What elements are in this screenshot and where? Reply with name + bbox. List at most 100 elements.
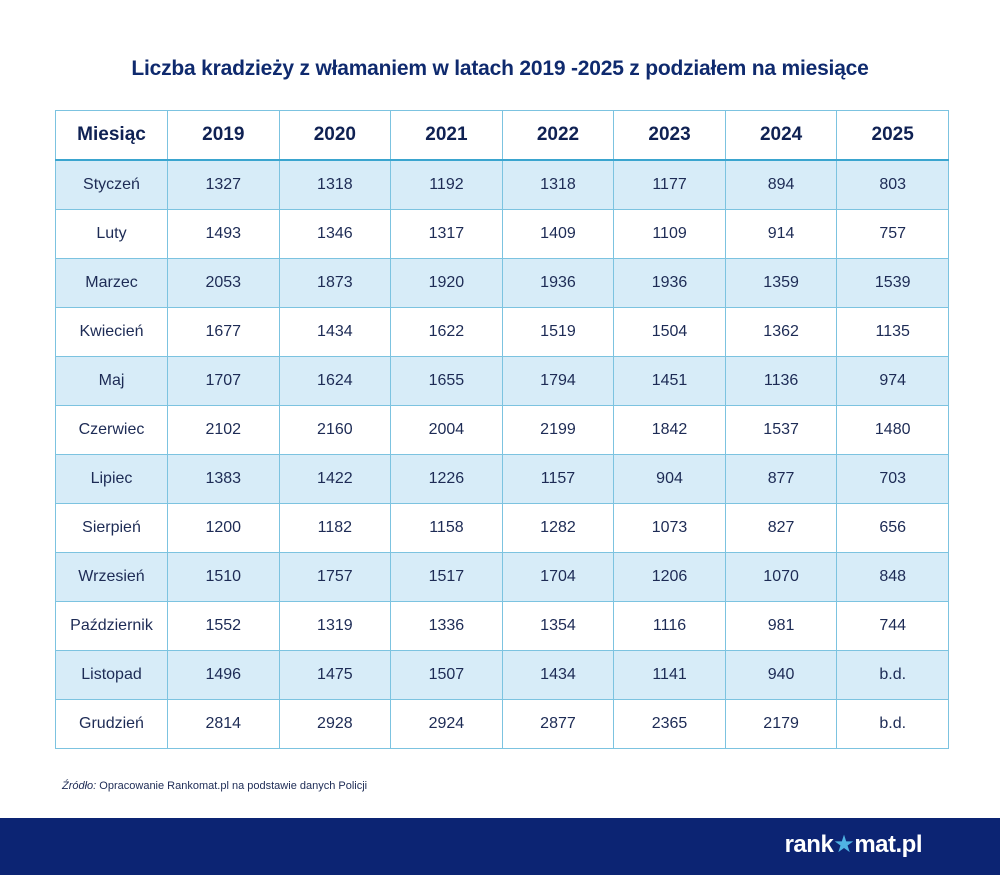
value-cell: 1327 <box>167 159 280 210</box>
value-cell: 894 <box>724 159 838 210</box>
value-cell: 1336 <box>390 601 503 651</box>
value-cell: 1200 <box>167 503 280 553</box>
value-cell: 1622 <box>390 307 503 357</box>
month-cell: Grudzień <box>55 699 168 749</box>
table-row: Wrzesień 1510 1757 1517 1704 1206 1070 848 <box>55 552 949 602</box>
value-cell: 1434 <box>501 650 615 700</box>
value-cell: 1346 <box>278 209 392 259</box>
value-cell: 1177 <box>613 159 726 210</box>
value-cell: 974 <box>836 356 949 406</box>
table-row: Listopad 1496 1475 1507 1434 1141 940 b.d. <box>55 650 949 700</box>
value-cell: 1282 <box>501 503 615 553</box>
value-cell: 1434 <box>278 307 392 357</box>
value-cell: 1182 <box>278 503 392 553</box>
value-cell: 703 <box>836 454 949 504</box>
value-cell: 1318 <box>501 159 615 210</box>
source-label: Źródło: <box>62 780 97 792</box>
value-cell: 2004 <box>390 405 503 455</box>
value-cell: 1936 <box>613 258 726 308</box>
page-title: Liczba kradzieży z włamaniem w latach 20… <box>131 57 869 80</box>
value-cell: 914 <box>724 209 838 259</box>
value-cell: 940 <box>724 650 838 700</box>
table-row: Sierpień 1200 1182 1158 1282 1073 827 656 <box>55 503 949 553</box>
table-row: Kwiecień 1677 1434 1622 1519 1504 1362 1135 <box>55 307 949 357</box>
value-cell: 1319 <box>278 601 392 651</box>
month-cell: Październik <box>55 601 168 651</box>
table-row: Maj 1707 1624 1655 1794 1451 1136 974 <box>55 356 949 406</box>
data-table: Miesiąc 2019 2020 2021 2022 2023 2024 2025 Styc… <box>55 110 949 749</box>
value-cell: 1226 <box>390 454 503 504</box>
value-cell: 1318 <box>278 159 392 210</box>
value-cell: 744 <box>836 601 949 651</box>
table-row: Luty 1493 1346 1317 1409 1109 914 757 <box>55 209 949 259</box>
value-cell: 2160 <box>278 405 392 455</box>
star-icon: ★ <box>833 831 855 858</box>
footer-bar: rank★mat.pl <box>0 818 1000 875</box>
month-cell: Wrzesień <box>55 552 168 602</box>
value-cell: 848 <box>836 552 949 602</box>
value-cell: 2928 <box>278 699 392 749</box>
column-header-2021: 2021 <box>390 110 503 161</box>
value-cell: 2179 <box>724 699 838 749</box>
month-cell: Luty <box>55 209 168 259</box>
value-cell: 1354 <box>501 601 615 651</box>
value-cell: 2924 <box>390 699 503 749</box>
value-cell: 827 <box>724 503 838 553</box>
source-text: Opracowanie Rankomat.pl na podstawie dan… <box>96 780 368 792</box>
table-row: Grudzień 2814 2928 2924 2877 2365 2179 b.d. <box>55 699 949 749</box>
value-cell: 1936 <box>501 258 615 308</box>
value-cell: b.d. <box>836 650 949 700</box>
value-cell: 1206 <box>613 552 726 602</box>
value-cell: 1537 <box>724 405 838 455</box>
value-cell: 1192 <box>390 159 503 210</box>
value-cell: 1383 <box>167 454 280 504</box>
rankomat-logo: rank★mat.pl <box>784 831 923 858</box>
header-row: Miesiąc 2019 2020 2021 2022 2023 2024 2025 <box>55 110 949 161</box>
source-note: Źródło: Opracowanie Rankomat.pl na podst… <box>62 780 367 792</box>
table-row: Czerwiec 2102 2160 2004 2199 1842 1537 1480 <box>55 405 949 455</box>
value-cell: 1409 <box>501 209 615 259</box>
value-cell: 2814 <box>167 699 280 749</box>
value-cell: 1480 <box>836 405 949 455</box>
value-cell: 1920 <box>390 258 503 308</box>
value-cell: 1109 <box>613 209 726 259</box>
value-cell: 1496 <box>167 650 280 700</box>
column-header-month: Miesiąc <box>55 110 168 161</box>
value-cell: 656 <box>836 503 949 553</box>
value-cell: 1317 <box>390 209 503 259</box>
value-cell: 981 <box>724 601 838 651</box>
column-header-2020: 2020 <box>278 110 392 161</box>
value-cell: 757 <box>836 209 949 259</box>
column-header-2024: 2024 <box>724 110 838 161</box>
value-cell: 1116 <box>613 601 726 651</box>
value-cell: 1842 <box>613 405 726 455</box>
value-cell: 1655 <box>390 356 503 406</box>
value-cell: 2199 <box>501 405 615 455</box>
table-row: Lipiec 1383 1422 1226 1157 904 877 703 <box>55 454 949 504</box>
value-cell: 1517 <box>390 552 503 602</box>
value-cell: 2102 <box>167 405 280 455</box>
column-header-2025: 2025 <box>836 110 949 161</box>
month-cell: Listopad <box>55 650 168 700</box>
value-cell: 1677 <box>167 307 280 357</box>
value-cell: 1141 <box>613 650 726 700</box>
value-cell: 2877 <box>501 699 615 749</box>
value-cell: 1422 <box>278 454 392 504</box>
column-header-2022: 2022 <box>501 110 615 161</box>
value-cell: 1135 <box>836 307 949 357</box>
value-cell: 1359 <box>724 258 838 308</box>
value-cell: 1794 <box>501 356 615 406</box>
value-cell: 1362 <box>724 307 838 357</box>
table-row: Marzec 2053 1873 1920 1936 1936 1359 1539 <box>55 258 949 308</box>
value-cell: 1158 <box>390 503 503 553</box>
month-cell: Maj <box>55 356 168 406</box>
value-cell: 2365 <box>613 699 726 749</box>
month-cell: Sierpień <box>55 503 168 553</box>
value-cell: 1704 <box>501 552 615 602</box>
value-cell: 877 <box>724 454 838 504</box>
value-cell: 1493 <box>167 209 280 259</box>
value-cell: 1873 <box>278 258 392 308</box>
value-cell: 1757 <box>278 552 392 602</box>
column-header-2019: 2019 <box>167 110 280 161</box>
table-row: Styczeń 1327 1318 1192 1318 1177 894 803 <box>55 159 949 210</box>
